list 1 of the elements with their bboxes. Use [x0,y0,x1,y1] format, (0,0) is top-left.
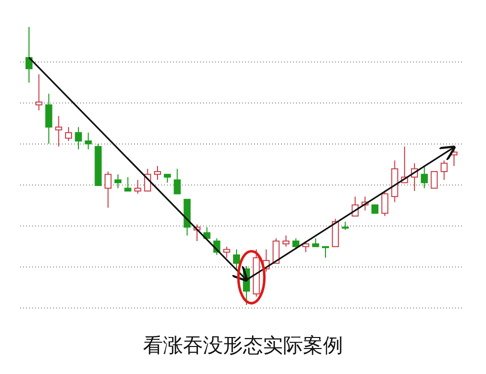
title: 看涨吞没形态实际案例 [143,335,343,357]
